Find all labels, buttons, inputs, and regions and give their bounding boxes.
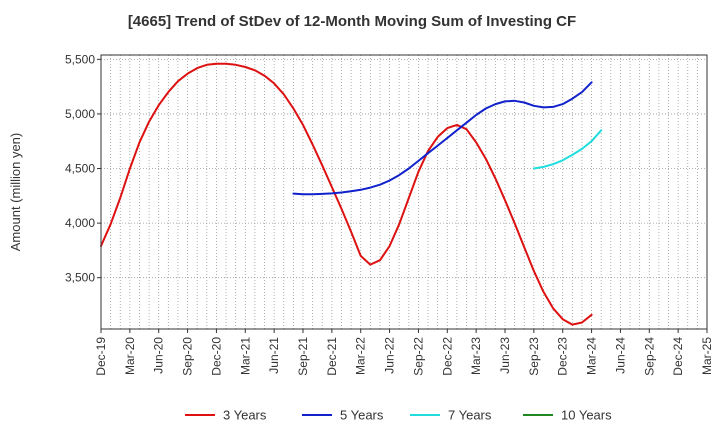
x-tick-label: Mar-21 [238,337,252,375]
y-tick-label: 4,500 [65,162,95,176]
x-tick-label: Mar-25 [700,337,714,375]
x-tick-label: Sep-24 [642,337,656,376]
x-tick-label: Mar-22 [354,337,368,375]
x-tick-label: Jun-23 [498,337,512,374]
x-tick-label: Jun-20 [152,337,166,374]
x-tick-label: Dec-20 [209,337,223,376]
y-tick-label: 5,500 [65,52,95,66]
x-tick-label: Dec-23 [556,337,570,376]
legend-label: 5 Years [340,408,384,423]
x-tick-label: Dec-19 [94,337,108,376]
x-tick-label: Mar-20 [123,337,137,375]
legend-label: 3 Years [223,408,267,423]
series-line-7-years [532,129,603,170]
x-tick-label: Jun-21 [267,337,281,374]
x-tick-label: Dec-21 [325,337,339,376]
y-tick-label: 5,000 [65,107,95,121]
x-tick-label: Mar-23 [469,337,483,375]
x-tick-label: Sep-20 [181,337,195,376]
legend: 3 Years 5 Years 7 Years 10 Years [185,408,612,423]
y-ticks-layer: 3,500 4,000 4,500 5,000 5,500 [65,52,101,285]
legend-item-5-years: 5 Years [302,408,384,423]
y-tick-label: 4,000 [65,216,95,230]
y-axis-label: Amount (million yen) [8,133,23,252]
plot-frame [100,54,708,330]
x-ticks-layer: Dec-19 Mar-20 Jun-20 Sep-20 Dec-20 Mar-21 Jun-… [94,329,714,376]
x-tick-label: Sep-23 [527,337,541,376]
legend-label: 10 Years [561,408,612,423]
x-tick-label: Jun-24 [613,337,627,374]
legend-item-3-years: 3 Years [185,408,267,423]
y-tick-label: 3,500 [65,271,95,285]
x-tick-label: Sep-22 [411,337,425,376]
legend-item-7-years: 7 Years [410,408,492,423]
x-tick-label: Dec-24 [671,337,685,376]
x-tick-label: Dec-22 [440,337,454,376]
chart-title: [4665] Trend of StDev of 12-Month Moving… [128,13,576,30]
grid-layer [101,55,707,329]
series-layer [100,62,603,326]
legend-item-10-years: 10 Years [523,408,612,423]
series-line-3-years [100,62,593,326]
x-tick-label: Mar-24 [585,337,599,375]
legend-label: 7 Years [448,408,492,423]
x-tick-label: Jun-22 [383,337,397,374]
series-line-5-years [292,81,593,196]
x-tick-label: Sep-21 [296,337,310,376]
